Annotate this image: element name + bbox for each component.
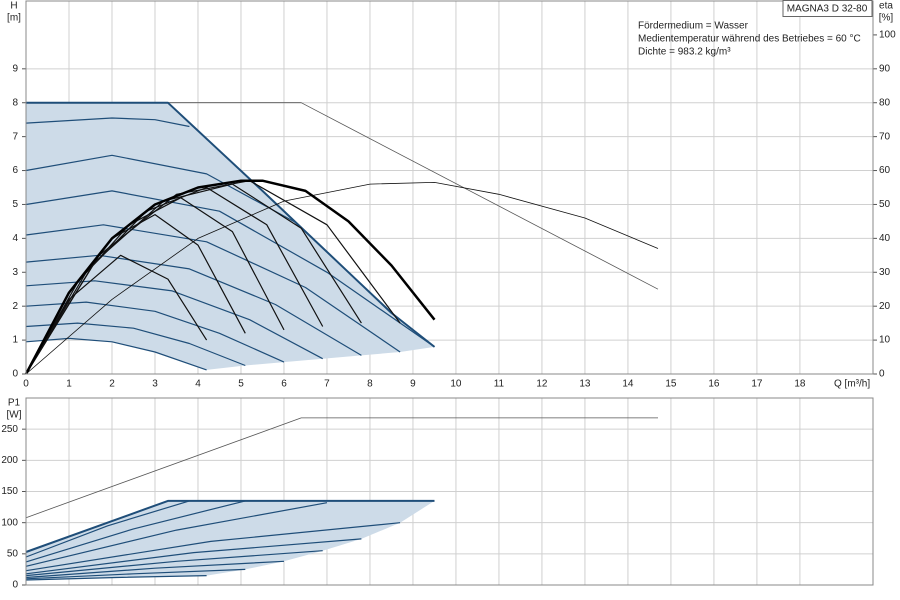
y-tick-label: 6: [12, 165, 18, 176]
performance-curve: [25, 417, 658, 519]
y-tick-label: 200: [1, 455, 18, 466]
y-axis-label: P1: [8, 398, 21, 409]
y-tick-label: 0: [12, 369, 18, 380]
performance-curve: [25, 499, 435, 553]
x-tick-label: 5: [238, 379, 244, 390]
x-axis-label: Q [m³/h]: [834, 379, 870, 390]
performance-curve: [25, 117, 190, 128]
performance-curve: [25, 560, 285, 579]
y2-tick-label: 50: [879, 199, 891, 210]
x-tick-label: 4: [195, 379, 201, 390]
y-tick-label: 2: [12, 301, 18, 312]
operating-area: [26, 500, 435, 580]
annotation: Medientemperatur während des Betriebes =…: [638, 34, 861, 45]
y2-tick-label: 30: [879, 267, 891, 278]
x-tick-label: 11: [494, 379, 505, 390]
y-tick-label: 5: [12, 199, 18, 210]
performance-curve: [25, 224, 401, 353]
y-tick-label: 100: [1, 517, 18, 528]
y2-tick-label: 20: [879, 301, 891, 312]
model-box: [782, 0, 873, 17]
x-tick-label: 16: [708, 379, 720, 390]
performance-curve: [25, 337, 207, 371]
x-tick-label: 1: [66, 379, 72, 390]
y2-tick-label: 70: [879, 131, 891, 142]
y-tick-label: 1: [12, 335, 18, 346]
y-tick-label: 50: [7, 548, 19, 559]
annotation: Fördermedium = Wasser: [638, 21, 749, 32]
x-tick-label: 10: [450, 379, 462, 390]
y-axis-label: H: [10, 1, 17, 12]
x-tick-label: 12: [536, 379, 548, 390]
y2-tick-label: 90: [879, 63, 891, 74]
performance-curve: [25, 280, 323, 360]
performance-curve: [25, 190, 435, 348]
x-tick-label: 15: [665, 379, 677, 390]
x-tick-label: 6: [281, 379, 287, 390]
annotation: Dichte = 983.2 kg/m³: [638, 47, 731, 58]
x-tick-label: 0: [23, 379, 29, 390]
y2-tick-label: 80: [879, 97, 891, 108]
performance-curve: [25, 522, 401, 572]
performance-curve: [25, 322, 246, 367]
y2-tick-label: 40: [879, 233, 891, 244]
model-label: MAGNA3 D 32-80: [787, 4, 868, 15]
y2-axis-unit: [%]: [879, 13, 894, 24]
performance-curve: [25, 575, 207, 581]
y-axis-unit: [m]: [7, 13, 21, 24]
efficiency-curve: [25, 186, 324, 375]
performance-curve: [26, 101, 436, 348]
y-tick-label: 250: [1, 424, 18, 435]
efficiency-curve: [25, 180, 401, 375]
y-axis-unit: [W]: [7, 410, 22, 421]
performance-curve: [25, 500, 190, 558]
x-tick-label: 9: [410, 379, 416, 390]
plot-frame: [25, 0, 874, 375]
y2-axis-label: eta: [879, 1, 893, 12]
x-tick-label: 14: [622, 379, 634, 390]
x-tick-label: 13: [579, 379, 591, 390]
x-tick-label: 7: [324, 379, 330, 390]
y-tick-label: 0: [12, 580, 18, 591]
y-tick-label: 8: [12, 97, 18, 108]
y-tick-label: 3: [12, 267, 18, 278]
y-tick-label: 4: [12, 233, 18, 244]
plot-frame: [25, 397, 874, 586]
performance-curve: [25, 254, 362, 356]
y-tick-label: 150: [1, 486, 18, 497]
efficiency-curve: [25, 181, 659, 375]
performance-curve: [25, 538, 362, 575]
performance-curve: [25, 568, 246, 580]
performance-curve: [25, 154, 298, 224]
performance-curve: [25, 550, 323, 577]
x-tick-label: 17: [751, 379, 763, 390]
y2-tick-label: 10: [879, 335, 891, 346]
y2-tick-label: 60: [879, 165, 891, 176]
x-tick-label: 18: [794, 379, 806, 390]
performance-curve: [25, 500, 246, 563]
x-tick-label: 8: [367, 379, 373, 390]
y2-tick-label: 0: [879, 369, 885, 380]
y-tick-label: 9: [12, 63, 18, 74]
operating-area: [26, 102, 435, 370]
x-tick-label: 3: [152, 379, 158, 390]
y2-tick-label: 100: [879, 30, 896, 41]
efficiency-curve: [24, 179, 436, 375]
x-tick-label: 2: [109, 379, 115, 390]
y-tick-label: 7: [12, 131, 18, 142]
performance-curve: [25, 502, 328, 567]
